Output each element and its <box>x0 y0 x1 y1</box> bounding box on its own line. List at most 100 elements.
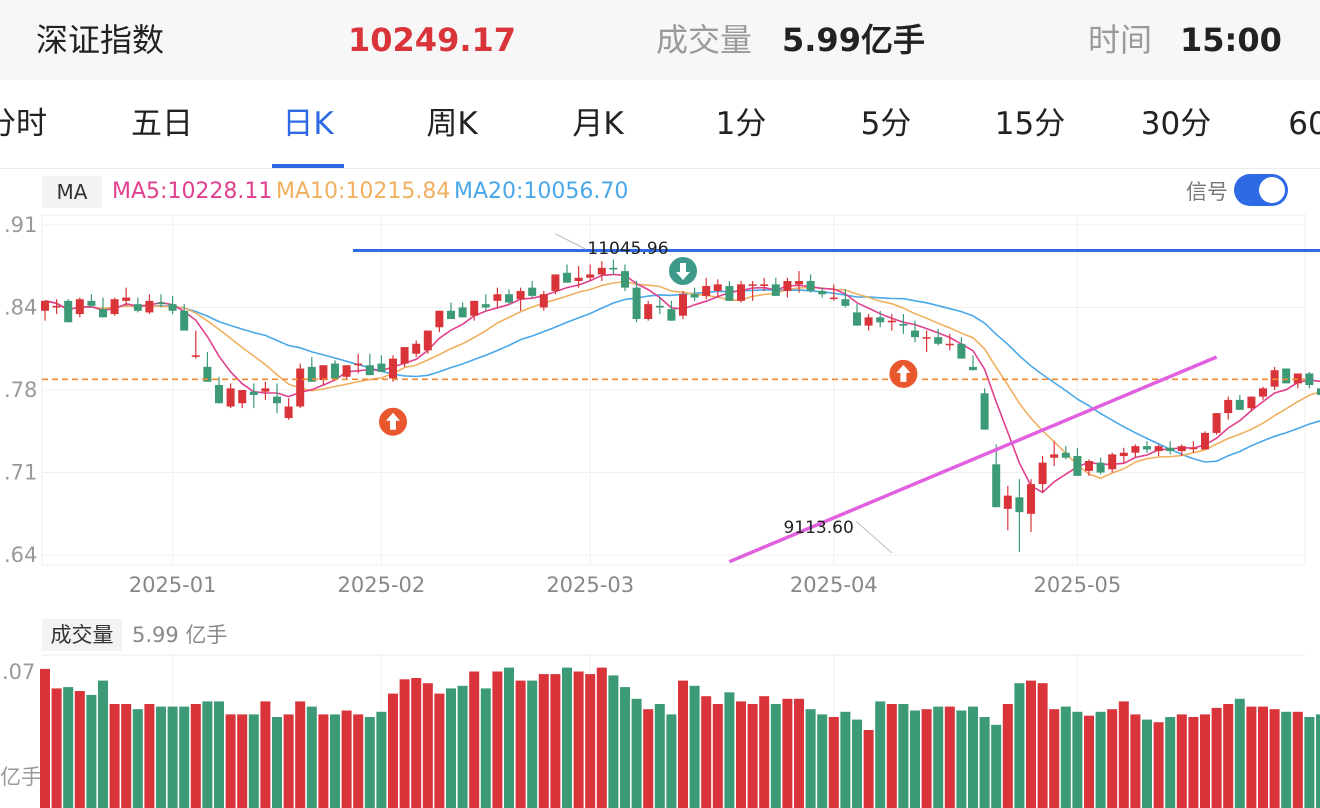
volume-bar <box>886 704 897 808</box>
candle-body <box>725 285 734 301</box>
candle-body <box>679 294 687 316</box>
candle-body <box>145 300 154 313</box>
volume-bar <box>991 724 1002 808</box>
volume-bar <box>330 714 340 808</box>
candle-body <box>110 299 119 315</box>
volume-bar <box>840 711 851 808</box>
candle-body <box>180 310 189 331</box>
candle-body <box>470 300 479 316</box>
volume-bar <box>1258 706 1268 808</box>
signal-toggle[interactable] <box>1234 174 1288 206</box>
active-tab-indicator <box>272 164 344 168</box>
volume-bar <box>388 693 398 808</box>
tab-weekly-k[interactable]: 周K <box>426 106 478 142</box>
candle-body <box>122 297 131 301</box>
candle-body <box>1212 413 1221 433</box>
max-price-label: 11045.96 <box>587 239 668 259</box>
volume-bar <box>527 680 538 808</box>
support-trendline <box>728 355 1218 564</box>
ma-indicator-selector[interactable]: MA <box>42 176 102 208</box>
y-tick-label: .71 <box>4 461 37 485</box>
volume-bar <box>422 683 433 808</box>
candle-body <box>957 343 966 359</box>
volume-bar <box>782 698 793 808</box>
volume-bar <box>237 714 248 808</box>
candle-body <box>342 365 351 377</box>
volume-bar <box>933 706 944 808</box>
volume-bar <box>1304 717 1315 808</box>
candle-body <box>539 294 548 308</box>
candle-body <box>412 343 421 354</box>
candle-body <box>226 388 235 407</box>
tab-five-day[interactable]: 五日 <box>131 106 193 142</box>
x-tick-label: 2025-01 <box>129 573 217 597</box>
volume-bar <box>515 680 526 808</box>
candle-body <box>1177 446 1186 452</box>
volume-indicator-selector[interactable]: 成交量 <box>42 619 122 651</box>
candle-body <box>911 330 919 338</box>
tab-30min[interactable]: 30分 <box>1140 106 1212 142</box>
candle-body <box>307 366 316 382</box>
tab-daily-k[interactable]: 日K <box>282 106 334 142</box>
min-price-label: 9113.60 <box>783 518 853 538</box>
volume-bar <box>736 701 746 808</box>
y-tick-label: .64 <box>4 543 37 567</box>
candle-body <box>887 320 896 323</box>
volume-bar <box>1049 709 1060 808</box>
volume-bar <box>446 688 456 808</box>
volume-bar <box>1269 709 1280 808</box>
candle-body <box>87 300 96 306</box>
candle-body <box>621 271 629 288</box>
tab-15min[interactable]: 15分 <box>994 106 1066 142</box>
candle-body <box>1224 399 1233 414</box>
volume-bar <box>759 696 770 808</box>
tab-60min[interactable]: 60 <box>1288 106 1320 142</box>
candle-body <box>713 284 722 291</box>
volume-bar <box>875 701 886 808</box>
volume-bar <box>109 704 120 808</box>
volume-bar <box>1200 714 1210 808</box>
volume-bars <box>40 654 1320 808</box>
candle-body <box>771 284 780 296</box>
volume-bar <box>805 709 816 808</box>
candle-body <box>644 304 653 320</box>
tab-5min[interactable]: 5分 <box>860 106 912 142</box>
volume-bar <box>214 701 224 808</box>
y-tick-label: .84 <box>4 295 37 319</box>
signal-label: 信号 <box>1186 180 1228 204</box>
candle-body <box>563 272 571 283</box>
candle-body <box>481 304 490 308</box>
tab-monthly-k[interactable]: 月K <box>572 106 624 142</box>
volume-bar <box>202 701 213 808</box>
volume-bar <box>1072 711 1083 808</box>
volume-panel-value: 5.99 亿手 <box>132 623 228 647</box>
volume-bar <box>121 704 132 808</box>
ma5-line <box>44 273 1320 494</box>
tab-intraday[interactable]: 分时 <box>0 106 47 142</box>
volume-bar <box>248 714 259 808</box>
candle-body <box>667 309 676 321</box>
candle-body <box>853 312 861 326</box>
buy-signal-marker <box>377 405 409 438</box>
volume-bar <box>585 674 596 808</box>
volume-bar <box>817 714 828 808</box>
candle-body <box>493 294 502 301</box>
candle-body <box>1154 446 1163 452</box>
candle-body <box>133 304 142 311</box>
candle-body <box>702 285 711 296</box>
tab-1min[interactable]: 1分 <box>715 106 767 142</box>
volume-bar <box>74 691 85 808</box>
volume-bar <box>469 671 480 808</box>
volume-bar <box>434 693 445 808</box>
candle-body <box>806 281 815 291</box>
volume-bar <box>341 710 352 808</box>
volume-bar <box>144 704 155 808</box>
volume-bar <box>1118 701 1129 808</box>
volume-bar <box>956 710 967 808</box>
quote-header: 深证指数 10249.17 成交量 5.99亿手 时间 15:00 <box>0 0 1320 80</box>
candle-body <box>1201 432 1209 450</box>
candle-body <box>1108 454 1117 470</box>
candle-body <box>980 393 989 430</box>
volume-bar <box>689 685 700 808</box>
